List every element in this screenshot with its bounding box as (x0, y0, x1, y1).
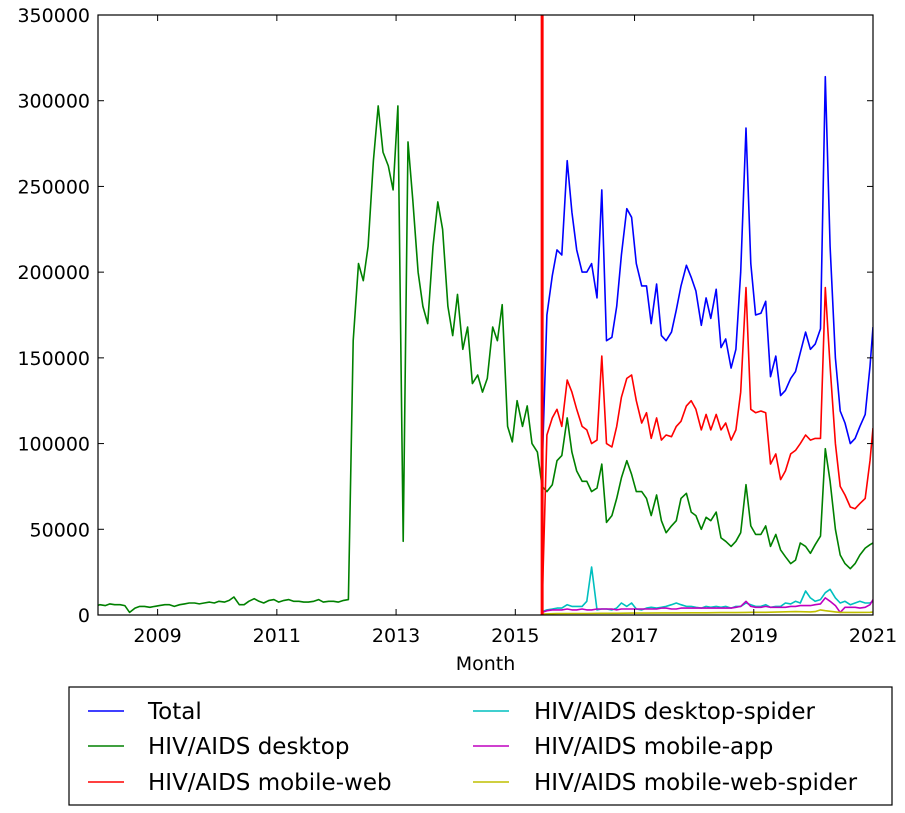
x-tick-label: 2015 (491, 625, 539, 647)
legend-label-5: HIV/AIDS mobile-web-spider (534, 770, 858, 796)
x-axis-title: Month (456, 653, 516, 675)
series-line-3 (541, 566, 873, 613)
legend-label-4: HIV/AIDS mobile-app (534, 734, 773, 760)
x-axis: 2009 2011 2013 2015 2017 2019 2021 (133, 15, 897, 647)
y-axis: 0 50000 100000 150000 200000 250000 300000 3500… (17, 5, 873, 627)
y-tick-label: 50000 (30, 519, 90, 541)
x-tick-label: 2013 (372, 625, 420, 647)
series-line-0 (541, 75, 873, 470)
x-tick-label: 2009 (133, 625, 181, 647)
legend-label-0: Total (147, 699, 202, 725)
legend-label-1: HIV/AIDS desktop (148, 734, 349, 760)
y-tick-label: 350000 (17, 5, 90, 27)
y-tick-label: 300000 (17, 91, 90, 113)
y-tick-label: 250000 (17, 176, 90, 198)
series-layer (98, 75, 873, 615)
legend-label-2: HIV/AIDS mobile-web (148, 770, 392, 796)
y-tick-label: 100000 (17, 434, 90, 456)
y-tick-label: 0 (78, 605, 90, 627)
x-tick-label: 2017 (610, 625, 658, 647)
legend: Total HIV/AIDS desktop HIV/AIDS mobile-web… (68, 686, 893, 806)
legend-label-3: HIV/AIDS desktop-spider (534, 699, 815, 725)
series-line-4 (541, 597, 873, 614)
x-tick-label: 2019 (730, 625, 778, 647)
y-tick-label: 150000 (17, 348, 90, 370)
series-line-2 (541, 286, 873, 607)
x-tick-label: 2021 (849, 625, 897, 647)
series-line-5 (542, 609, 873, 615)
plot-frame (97, 14, 874, 616)
y-tick-label: 200000 (17, 262, 90, 284)
x-tick-label: 2011 (253, 625, 301, 647)
series-line-1 (98, 105, 873, 614)
